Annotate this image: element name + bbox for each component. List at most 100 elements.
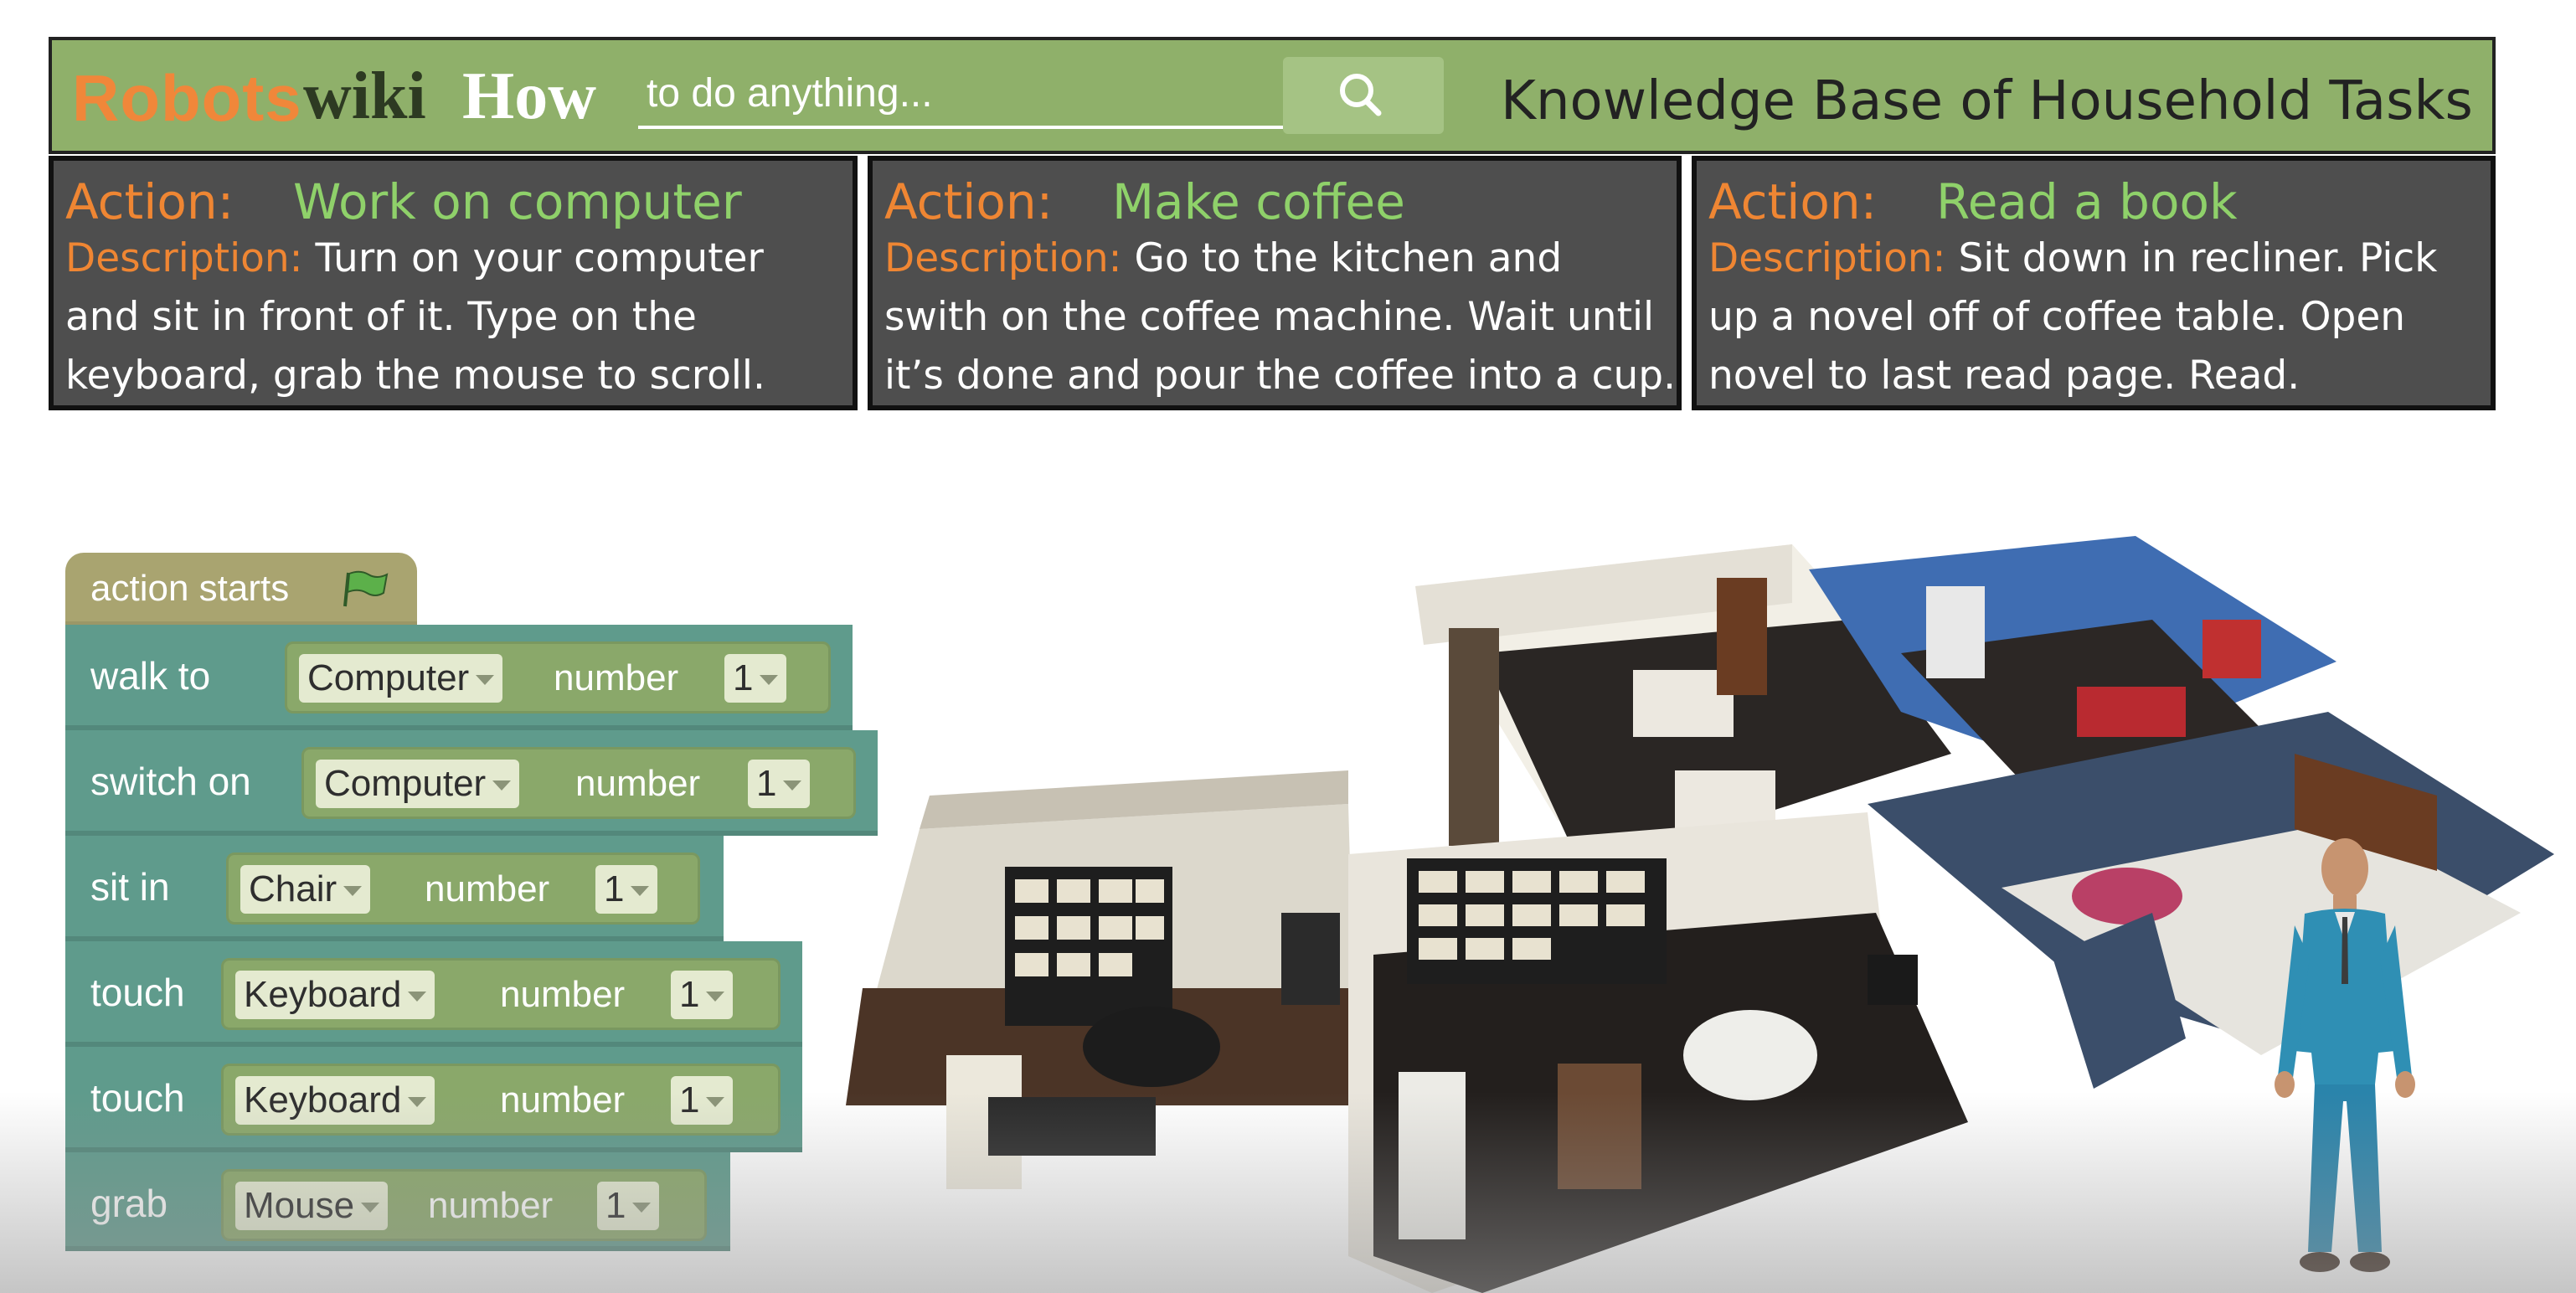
object-dropdown[interactable]: Computer (316, 760, 520, 808)
number-value: 1 (756, 763, 777, 804)
action-card: Action: Read a book Description: Sit down… (1692, 156, 2496, 410)
object-value: Computer (307, 657, 470, 698)
number-dropdown[interactable]: 1 (671, 971, 734, 1019)
action-card: Action: Make coffee Description: Go to th… (868, 156, 1682, 410)
description-key: Description: (884, 235, 1122, 281)
chevron-down-icon (706, 992, 725, 1002)
action-starts-label: action starts (90, 568, 290, 609)
number-label: number (500, 974, 626, 1015)
block-touch[interactable]: touch Keyboard number 1 (65, 941, 802, 1047)
action-row: Action: Work on computer (65, 173, 853, 231)
description-line: swith on the coffee machine. Wait until (884, 294, 1655, 340)
search-button[interactable] (1283, 57, 1444, 134)
object-value: Keyboard (244, 1079, 402, 1120)
action-starts-block[interactable]: action starts (65, 553, 417, 625)
number-label: number (425, 868, 550, 909)
action-value: Read a book (1936, 173, 2238, 230)
object-dropdown[interactable]: Keyboard (235, 1076, 435, 1125)
object-dropdown[interactable]: Computer (299, 654, 503, 703)
number-dropdown[interactable]: 1 (595, 865, 658, 914)
description: Description: Sit down in recliner. Pick … (1708, 229, 2491, 405)
number-dropdown[interactable]: 1 (671, 1076, 734, 1125)
chevron-down-icon (343, 886, 363, 897)
number-dropdown[interactable]: 1 (597, 1182, 660, 1230)
action-key: Action: (65, 173, 234, 230)
block-walk-to[interactable]: walk to Computer number 1 (65, 625, 853, 730)
brand-wiki: wiki (303, 59, 426, 133)
object-selector: Mouse number 1 (221, 1169, 707, 1241)
action-row: Action: Read a book (1708, 173, 2491, 231)
search-input[interactable] (638, 60, 1308, 129)
number-label: number (428, 1185, 554, 1226)
step-verb: touch (90, 1076, 185, 1120)
object-value: Chair (249, 868, 337, 909)
block-switch-on[interactable]: switch on Computer number 1 (65, 730, 878, 836)
left-room (846, 770, 1373, 1189)
number-value: 1 (733, 657, 754, 698)
object-dropdown[interactable]: Keyboard (235, 971, 435, 1019)
avatar-character (2275, 838, 2415, 1272)
number-dropdown[interactable]: 1 (748, 760, 811, 808)
number-value: 1 (605, 1185, 626, 1226)
search-icon (1340, 74, 1382, 116)
description-key: Description: (1708, 235, 1946, 281)
tagline: Knowledge Base of Household Tasks (1501, 70, 2473, 132)
step-verb: sit in (90, 865, 170, 909)
chevron-down-icon (632, 1203, 652, 1213)
object-selector: Chair number 1 (226, 853, 700, 925)
description: Description: Turn on your computer and s… (65, 229, 853, 405)
description-line: Sit down in recliner. Pick (1958, 235, 2438, 281)
object-selector: Computer number 1 (285, 641, 831, 713)
number-label: number (554, 657, 679, 698)
object-selector: Computer number 1 (301, 747, 856, 819)
number-label: number (575, 763, 701, 804)
chevron-down-icon (783, 780, 802, 791)
brand-how: How (462, 59, 596, 133)
brand-robots: Robots (72, 61, 302, 135)
center-room (1348, 812, 1968, 1293)
step-verb: switch on (90, 760, 251, 803)
description-line: keyboard, grab the mouse to scroll. (65, 353, 765, 399)
object-selector: Keyboard number 1 (221, 1064, 781, 1136)
object-value: Computer (324, 763, 487, 804)
number-label: number (500, 1079, 626, 1120)
object-dropdown[interactable]: Chair (240, 865, 371, 914)
chevron-down-icon (476, 675, 495, 686)
object-selector: Keyboard number 1 (221, 958, 781, 1030)
object-value: Mouse (244, 1185, 355, 1226)
chevron-down-icon (408, 992, 427, 1002)
chevron-down-icon (706, 1097, 725, 1108)
block-grab[interactable]: grab Mouse number 1 (65, 1152, 730, 1251)
action-row: Action: Make coffee (884, 173, 1677, 231)
object-dropdown[interactable]: Mouse (235, 1182, 389, 1230)
action-key: Action: (884, 173, 1054, 230)
chevron-down-icon (492, 780, 512, 791)
number-value: 1 (679, 1079, 700, 1120)
number-value: 1 (604, 868, 625, 909)
block-sit-in[interactable]: sit in Chair number 1 (65, 836, 724, 941)
description-line: and sit in front of it. Type on the (65, 294, 697, 340)
action-key: Action: (1708, 173, 1878, 230)
block-touch[interactable]: touch Keyboard number 1 (65, 1047, 802, 1152)
wikihow-header-bar: Robots wiki How Knowledge Base of Househ… (49, 37, 2496, 154)
chevron-down-icon (408, 1097, 427, 1108)
action-value: Work on computer (293, 173, 742, 230)
kitchen-room (1415, 544, 1951, 871)
description-line: it’s done and pour the coffee into a cup… (884, 353, 1677, 399)
action-value: Make coffee (1112, 173, 1405, 230)
number-value: 1 (679, 974, 700, 1015)
flag-icon (343, 570, 389, 607)
description-line: novel to last read page. Read. (1708, 353, 2300, 399)
step-verb: touch (90, 971, 185, 1014)
chevron-down-icon (361, 1203, 380, 1213)
bathroom-room (1868, 712, 2554, 1089)
action-card: Action: Work on computer Description: Tur… (49, 156, 858, 410)
step-verb: grab (90, 1182, 168, 1225)
description-line: up a novel off of coffee table. Open (1708, 294, 2406, 340)
step-verb: walk to (90, 654, 211, 698)
description-line: Go to the kitchen and (1134, 235, 1563, 281)
chevron-down-icon (760, 675, 779, 686)
number-dropdown[interactable]: 1 (724, 654, 787, 703)
object-value: Keyboard (244, 974, 402, 1015)
description: Description: Go to the kitchen and swith… (884, 229, 1677, 405)
